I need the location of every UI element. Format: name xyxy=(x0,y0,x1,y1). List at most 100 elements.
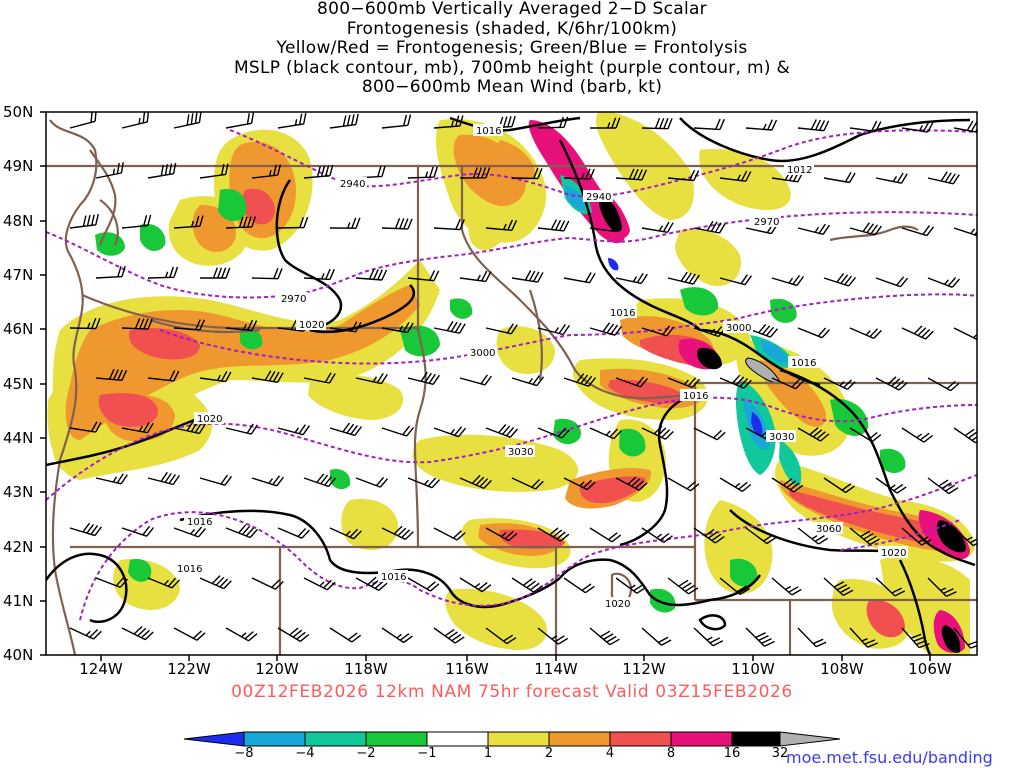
wind-barb xyxy=(459,474,492,490)
wind-barb xyxy=(953,527,977,547)
mslp-label: 1016 xyxy=(476,126,501,137)
wind-barb xyxy=(95,473,128,485)
height-contours xyxy=(46,129,977,621)
mslp-label: 1016 xyxy=(177,564,202,575)
wind-barb xyxy=(953,120,977,133)
wind-barb xyxy=(277,627,310,643)
mslp-line-1016-wa xyxy=(558,139,821,387)
wind-barb xyxy=(69,112,97,129)
wind-barbs xyxy=(69,112,977,649)
label-hgt-8: 3030 xyxy=(766,430,796,443)
label-hgt-7: 3030 xyxy=(505,445,535,458)
forecast-valid-time: 00Z12FEB2026 12km NAM 75hr forecast Vali… xyxy=(231,682,793,702)
wind-barb xyxy=(797,327,831,339)
label-hgt-4: 2970 xyxy=(751,215,781,228)
wind-barb xyxy=(771,577,802,596)
wind-barb xyxy=(69,627,102,640)
label-mslp-9: 1016 xyxy=(378,570,408,583)
wind-barb xyxy=(381,425,415,437)
wind-barb xyxy=(615,476,648,491)
wind-barb xyxy=(849,427,882,443)
wind-barb xyxy=(225,627,258,642)
wind-barb xyxy=(511,477,544,490)
lon-label: 122W xyxy=(167,660,211,678)
wind-barb xyxy=(381,321,414,334)
wind-barb xyxy=(459,374,492,386)
colorbar-seg xyxy=(487,731,550,747)
bitterroot-line xyxy=(528,289,544,381)
colorbar-seg xyxy=(779,731,841,747)
hgt-3000 xyxy=(159,293,977,365)
wind-barb xyxy=(277,112,307,129)
source-url[interactable]: moe.met.fsu.edu/banding xyxy=(786,748,993,767)
wind-barb xyxy=(641,221,674,233)
wind-barb xyxy=(563,168,595,180)
wind-barb xyxy=(121,422,154,434)
wind-barb xyxy=(95,368,128,381)
wind-barb xyxy=(849,627,878,648)
wind-barb xyxy=(173,627,206,641)
mslp-label: 1016 xyxy=(610,308,635,319)
wind-barb xyxy=(719,170,752,182)
colorbar-label: 1 xyxy=(483,746,493,761)
lat-label: 42N xyxy=(3,538,34,556)
wind-barb xyxy=(589,427,622,440)
hgt-3030 xyxy=(46,396,977,501)
height-label: 3030 xyxy=(769,432,794,443)
wind-barb xyxy=(173,526,207,538)
wind-barb xyxy=(121,525,155,537)
title-line-2: Frontogenesis (shaded, K/6hr/100km) xyxy=(346,18,678,39)
wind-barb xyxy=(407,166,439,179)
wind-barb xyxy=(251,577,284,590)
label-mslp-8: 1016 xyxy=(174,562,204,575)
wind-barb xyxy=(147,577,181,589)
mslp-line-1016-north xyxy=(449,116,581,132)
wind-barb xyxy=(407,477,441,489)
wind-barb xyxy=(797,527,829,545)
wind-barb xyxy=(875,376,908,391)
wind-barb xyxy=(69,421,102,433)
river-columbia xyxy=(149,318,261,334)
lon-label: 118W xyxy=(344,660,388,678)
wind-barb xyxy=(459,167,491,179)
wind-barb xyxy=(251,475,285,487)
wind-barb xyxy=(329,527,362,540)
colorbar-label: 8 xyxy=(666,746,676,761)
colorbar-label: −1 xyxy=(417,746,437,761)
wind-barb xyxy=(953,427,977,444)
wind-barb xyxy=(95,577,129,588)
lat-label: 47N xyxy=(3,266,34,284)
wind-barb xyxy=(485,219,518,231)
colorbar-seg xyxy=(243,731,306,747)
wind-barb xyxy=(355,476,389,488)
wind-barb xyxy=(615,272,648,285)
height-label: 3000 xyxy=(726,323,751,334)
height-label: 2970 xyxy=(281,294,306,305)
wind-barb xyxy=(173,319,206,331)
label-hgt-5: 3000 xyxy=(467,346,497,359)
wind-barb xyxy=(667,169,700,182)
wind-barb xyxy=(667,377,701,389)
wind-barb xyxy=(277,424,310,436)
wind-barb xyxy=(875,477,907,494)
wind-barb xyxy=(95,162,124,179)
wind-barb xyxy=(693,118,725,131)
geographic-boundaries xyxy=(46,119,977,655)
title-line-3: Yellow/Red = Frontogenesis; Green/Blue =… xyxy=(276,38,748,58)
mslp-line-1020-oregon xyxy=(275,179,416,334)
canadian-lakes xyxy=(829,225,919,242)
hgt-2940 xyxy=(229,129,977,198)
wind-barb xyxy=(615,376,649,388)
height-label: 2940 xyxy=(340,179,365,190)
wind-barb xyxy=(485,323,518,335)
wind-barb xyxy=(329,422,363,437)
frontolysis-weak-fill xyxy=(95,189,906,613)
wind-barb xyxy=(563,577,595,594)
wind-barb xyxy=(927,577,957,598)
lat-label: 41N xyxy=(3,592,34,610)
wind-barb xyxy=(667,477,700,492)
mslp-label: 1016 xyxy=(381,572,406,583)
wind-barb xyxy=(745,119,778,131)
wind-barb xyxy=(901,121,934,133)
wind-barb xyxy=(901,627,930,649)
